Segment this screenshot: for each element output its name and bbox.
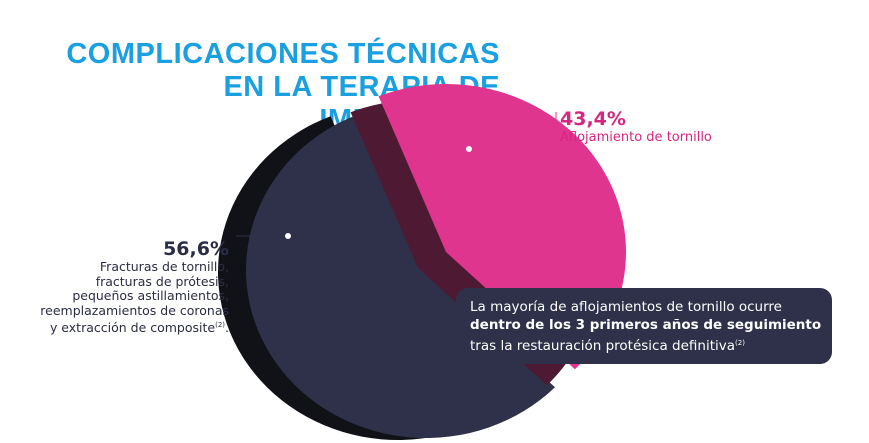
- legend-line: fracturas de prótesis,: [95, 273, 229, 289]
- legend-line: pequeños astillamientos,: [72, 288, 229, 303]
- data-label-screw-loosening: 43,4% Aflojamiento de tornillo: [560, 108, 712, 146]
- chart-title-line-1: COMPLICACIONES TÉCNICAS: [66, 38, 500, 70]
- legend-label-other: Fracturas de tornillo, fracturas de prót…: [40, 259, 229, 336]
- leader-dot-other: [285, 233, 291, 239]
- leader-line-screw-loosening: [468, 147, 557, 150]
- legend-label-screw-loosening: Aflojamiento de tornillo: [560, 130, 712, 145]
- legend-line: reemplazamientos de coronas: [40, 302, 229, 318]
- value-label-other: 56,6%: [163, 238, 229, 260]
- legend-line-text: y extracción de composite: [49, 320, 216, 335]
- legend-line: Fracturas de tornillo,: [99, 259, 229, 274]
- value-label-screw-loosening: 43,4%: [560, 108, 626, 130]
- legend-line: y extracción de composite(2).: [49, 320, 229, 335]
- annotation-callout: La mayoría de aflojamientos de tornillo …: [456, 288, 832, 364]
- data-label-other: 56,6% Fracturas de tornillo, fracturas d…: [40, 238, 229, 336]
- reference-superscript: (2): [215, 321, 226, 329]
- leader-dot-screw-loosening: [465, 146, 472, 152]
- annotation-line-1: La mayoría de aflojamientos de tornillo …: [470, 299, 782, 315]
- annotation-superscript: (2): [735, 339, 745, 347]
- annotation-line-3: tras la restauración protésica definitiv…: [470, 334, 818, 355]
- annotation-line-2: dentro de los 3 primeros años de seguimi…: [470, 317, 822, 333]
- annotation-line-3-text: tras la restauración protésica definitiv…: [470, 338, 736, 354]
